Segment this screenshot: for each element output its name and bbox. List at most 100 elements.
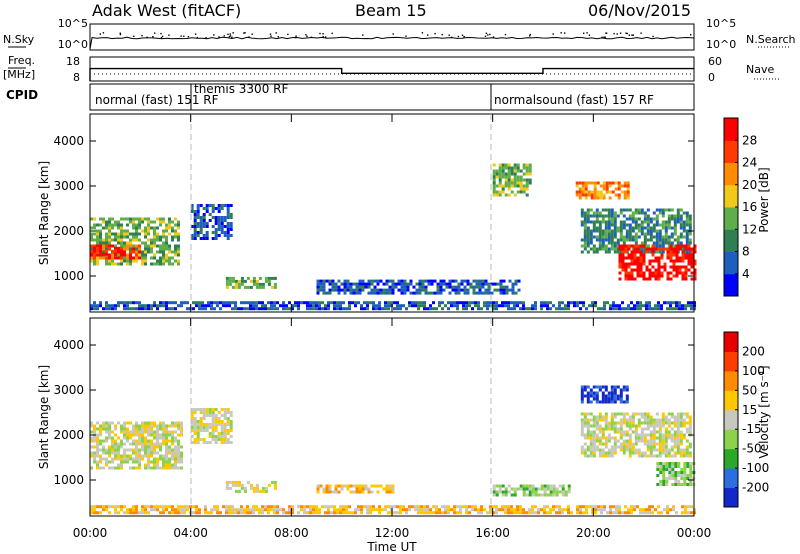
data-cell	[640, 232, 644, 236]
data-cell	[607, 238, 611, 242]
data-cell	[420, 508, 423, 512]
data-cell	[586, 427, 590, 431]
data-cell	[640, 439, 644, 443]
colorbar-tick-label: 24	[742, 156, 757, 170]
data-cell	[657, 265, 661, 269]
data-cell	[159, 457, 162, 461]
data-cell	[168, 259, 171, 263]
data-cell	[688, 454, 692, 458]
data-cell	[339, 511, 342, 515]
data-cell	[111, 256, 114, 260]
data-cell	[199, 426, 203, 429]
data-cell	[120, 256, 123, 260]
noise-search-dot	[277, 36, 279, 38]
data-cell	[120, 259, 123, 263]
data-cell	[214, 429, 218, 432]
data-cell	[456, 301, 459, 305]
data-cell	[622, 439, 626, 443]
data-cell	[507, 304, 510, 308]
data-cell	[685, 217, 689, 221]
data-cell	[639, 508, 642, 512]
data-cell	[198, 304, 201, 308]
data-cell	[216, 511, 219, 515]
data-cell	[117, 511, 120, 515]
data-cell	[285, 304, 288, 308]
data-cell	[601, 415, 605, 419]
data-cell	[610, 235, 614, 239]
noise-search-dot	[613, 32, 615, 35]
data-cell	[114, 304, 117, 308]
data-cell	[120, 223, 123, 227]
data-cell	[601, 394, 605, 398]
data-cell	[144, 505, 147, 509]
data-cell	[600, 508, 603, 512]
data-cell	[664, 241, 668, 245]
data-cell	[387, 304, 390, 308]
data-cell	[162, 430, 165, 434]
data-cell	[558, 508, 561, 512]
data-cell	[584, 196, 588, 200]
data-cell	[667, 448, 671, 452]
data-cell	[325, 291, 329, 295]
data-cell	[117, 451, 120, 455]
data-cell	[660, 265, 664, 269]
data-cell	[660, 271, 664, 275]
data-cell	[153, 238, 156, 242]
data-cell	[322, 279, 326, 283]
data-cell	[543, 484, 547, 488]
data-cell	[601, 217, 605, 221]
data-cell	[267, 301, 270, 305]
data-cell	[303, 301, 306, 305]
data-cell	[513, 163, 517, 167]
data-cell	[682, 220, 686, 224]
data-cell	[675, 259, 679, 263]
data-cell	[688, 241, 692, 245]
data-cell	[690, 304, 693, 308]
noise-search-dot	[161, 35, 164, 38]
data-cell	[168, 247, 171, 251]
data-cell	[205, 204, 209, 207]
data-cell	[141, 250, 144, 254]
data-cell	[637, 226, 641, 230]
data-cell	[561, 301, 564, 305]
data-cell	[592, 244, 596, 248]
data-cell	[648, 505, 651, 509]
data-cell	[190, 225, 194, 228]
xtick-label: 16:00	[475, 526, 510, 540]
data-cell	[201, 301, 204, 305]
data-cell	[662, 468, 666, 471]
data-cell	[165, 427, 168, 431]
data-cell	[528, 511, 531, 515]
data-cell	[108, 430, 111, 434]
data-cell	[249, 279, 253, 283]
data-cell	[519, 187, 523, 191]
data-cell	[225, 486, 229, 490]
data-cell	[573, 304, 576, 308]
data-cell	[252, 282, 256, 286]
data-cell	[171, 433, 174, 437]
data-cell	[393, 307, 396, 311]
data-cell	[144, 235, 147, 239]
data-cell	[144, 445, 147, 449]
data-cell	[690, 253, 694, 257]
data-cell	[676, 436, 680, 440]
data-cell	[171, 439, 174, 443]
data-cell	[663, 301, 666, 305]
data-cell	[667, 238, 671, 242]
data-cell	[586, 430, 590, 434]
noise-search-dot	[227, 33, 229, 35]
data-cell	[595, 247, 599, 251]
data-cell	[597, 307, 600, 311]
data-cell	[610, 412, 614, 416]
data-cell	[226, 420, 230, 423]
data-cell	[604, 421, 608, 425]
data-cell	[234, 489, 238, 493]
data-cell	[111, 226, 114, 230]
data-cell	[114, 223, 117, 227]
data-cell	[630, 277, 634, 281]
data-cell	[668, 465, 672, 468]
data-cell	[132, 247, 135, 251]
data-cell	[96, 436, 99, 440]
data-cell	[543, 508, 546, 512]
data-cell	[622, 442, 626, 446]
